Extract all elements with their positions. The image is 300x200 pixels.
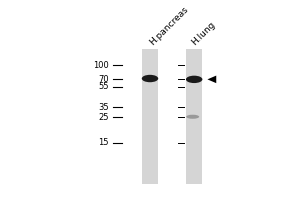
Text: H.lung: H.lung [189,19,216,47]
Ellipse shape [186,115,199,119]
Text: H.pancreas: H.pancreas [148,4,190,47]
Ellipse shape [186,76,202,83]
Text: 55: 55 [98,82,109,91]
Ellipse shape [142,75,158,82]
Polygon shape [207,76,216,83]
Text: 25: 25 [98,113,109,122]
Text: 35: 35 [98,103,109,112]
Text: 15: 15 [98,138,109,147]
Bar [186,49,202,184]
Text: 100: 100 [93,61,109,70]
Bar [142,49,158,184]
Text: 70: 70 [98,75,109,84]
